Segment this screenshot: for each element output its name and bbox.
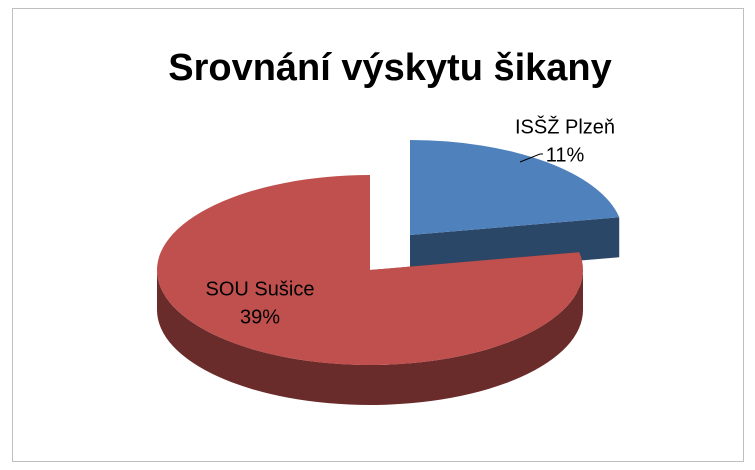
- slice: [156, 175, 583, 365]
- chart-title: Srovnání výskytu šikany: [168, 47, 612, 89]
- slice-side: [157, 270, 583, 405]
- slice: [410, 140, 620, 235]
- slice-label: SOU Sušice: [206, 278, 315, 300]
- slice-value-label: 39%: [240, 306, 280, 328]
- slice-value-label: 11%: [546, 144, 585, 166]
- slice-label: ISŠŽ Plzeň: [515, 115, 615, 138]
- leader-line: [519, 153, 543, 163]
